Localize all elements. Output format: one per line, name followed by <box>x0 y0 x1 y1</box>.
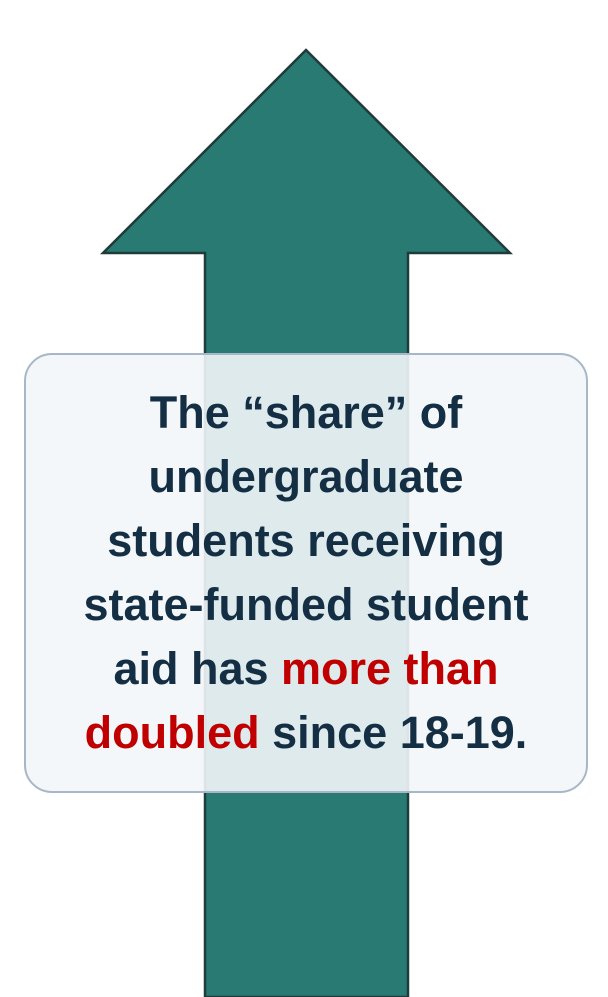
callout-line-1: The “share” of <box>149 387 463 438</box>
callout-line-5-start: aid has <box>113 643 282 694</box>
callout-line-3: students receiving <box>107 515 505 566</box>
callout-line-2: undergraduate <box>148 451 464 502</box>
callout-text: The “share” of undergraduate students re… <box>68 381 545 765</box>
highlight-more-than: more than <box>281 643 499 694</box>
highlight-doubled: doubled <box>84 707 260 758</box>
callout-line-5: aid has more than <box>84 637 529 701</box>
callout-line-6: doubled since 18-19. <box>84 701 529 765</box>
callout-line-6-end: since 18-19. <box>259 707 528 758</box>
callout-box: The “share” of undergraduate students re… <box>24 353 588 793</box>
callout-line-4: state-funded student <box>83 579 529 630</box>
